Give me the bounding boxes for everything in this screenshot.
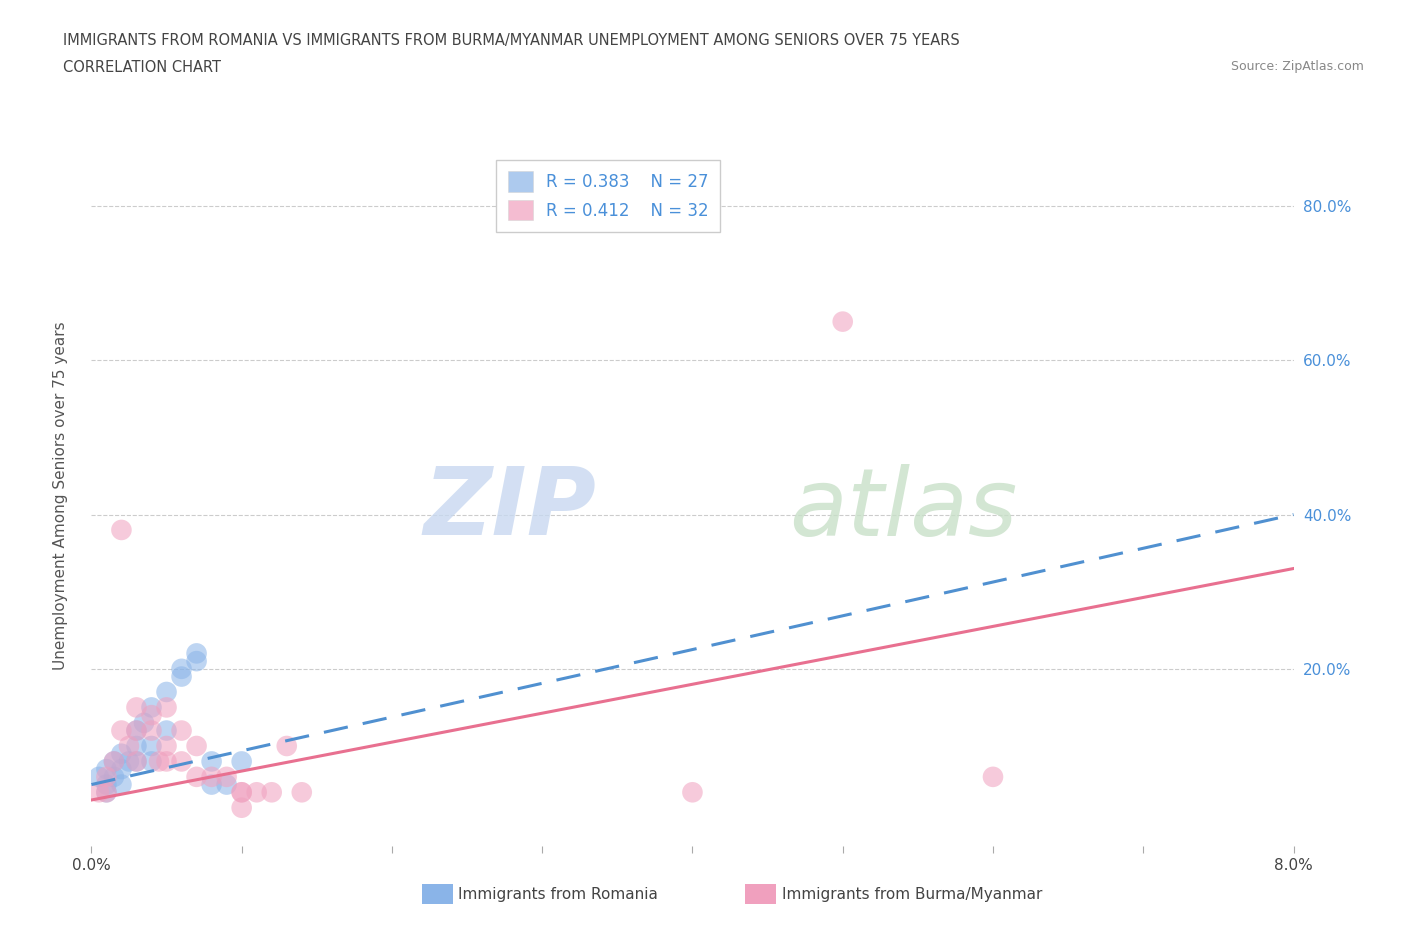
Text: Immigrants from Romania: Immigrants from Romania [458,887,658,902]
Point [155,700,177,715]
Point [170,724,193,738]
Point [96,769,118,784]
Text: atlas: atlas [789,464,1017,555]
Point [96,785,118,800]
Point [110,762,132,777]
Point [201,754,224,769]
Legend: R = 0.383    N = 27, R = 0.412    N = 32: R = 0.383 N = 27, R = 0.412 N = 32 [496,160,720,232]
Point [141,754,163,769]
Point [291,785,314,800]
Point [96,762,118,777]
Point [110,777,132,792]
Point [231,754,253,769]
Point [118,754,141,769]
Point [103,754,125,769]
Text: ZIP: ZIP [423,463,596,555]
Point [141,738,163,753]
Point [276,738,298,753]
Point [170,661,193,676]
Point [155,754,177,769]
Point [141,708,163,723]
Point [201,777,224,792]
Point [125,738,148,753]
Point [125,754,148,769]
Point [231,801,253,816]
Point [96,777,118,792]
Point [186,654,208,669]
Point [215,777,238,792]
Point [125,724,148,738]
Point [831,314,853,329]
Point [681,785,703,800]
Point [215,769,238,784]
Point [981,769,1004,784]
Point [96,785,118,800]
Point [170,754,193,769]
Text: Immigrants from Burma/Myanmar: Immigrants from Burma/Myanmar [782,887,1042,902]
Text: Source: ZipAtlas.com: Source: ZipAtlas.com [1230,60,1364,73]
Point [260,785,283,800]
Point [246,785,269,800]
Point [132,715,155,730]
Point [148,754,170,769]
Point [155,738,177,753]
Y-axis label: Unemployment Among Seniors over 75 years: Unemployment Among Seniors over 75 years [53,321,67,670]
Point [155,684,177,699]
Point [170,669,193,684]
Point [103,769,125,784]
Point [141,724,163,738]
Point [231,785,253,800]
Point [125,724,148,738]
Point [125,754,148,769]
Point [155,724,177,738]
Point [186,769,208,784]
Point [87,769,110,784]
Point [201,769,224,784]
Point [87,785,110,800]
Point [186,738,208,753]
Point [231,785,253,800]
Point [186,646,208,661]
Point [110,746,132,761]
Text: IMMIGRANTS FROM ROMANIA VS IMMIGRANTS FROM BURMA/MYANMAR UNEMPLOYMENT AMONG SENI: IMMIGRANTS FROM ROMANIA VS IMMIGRANTS FR… [63,33,960,47]
Point [118,738,141,753]
Point [110,523,132,538]
Point [103,754,125,769]
Text: CORRELATION CHART: CORRELATION CHART [63,60,221,75]
Point [110,724,132,738]
Point [141,700,163,715]
Point [125,700,148,715]
